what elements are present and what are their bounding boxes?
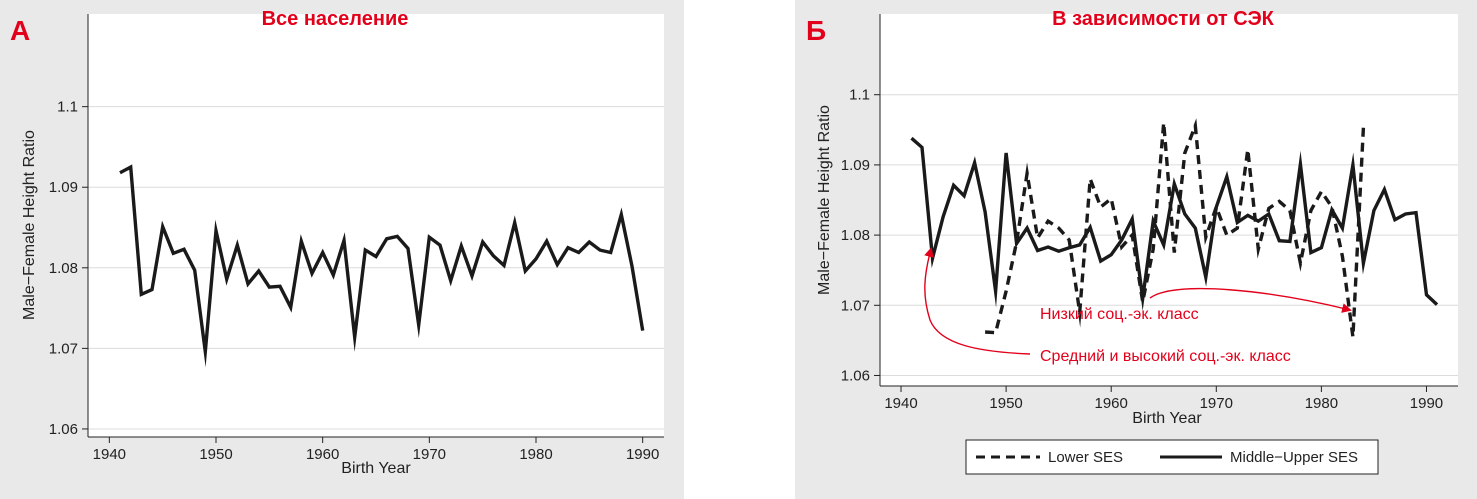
panel-b-x-ticks: 1940 1950 1960 1970 1980 1990 [884, 386, 1443, 412]
legend: Lower SES Middle−Upper SES [965, 439, 1379, 475]
x-tick-label: 1980 [519, 446, 552, 463]
x-tick-label: 1940 [884, 395, 917, 412]
panel-a-x-ticks: 1940 1950 1960 1970 1980 1990 [93, 437, 659, 463]
series-line-lower-ses [984, 118, 1366, 338]
panel-b-y-axis-label: Male−Female Height Ratio [816, 105, 833, 295]
panel-a-title: Все население [262, 8, 409, 30]
y-tick-label: 1.09 [841, 157, 870, 174]
panel-a-gridlines [88, 106, 664, 430]
y-tick-label: 1.08 [49, 260, 78, 277]
x-tick-label: 1960 [1095, 395, 1128, 412]
y-tick-label: 1.1 [57, 99, 78, 116]
annotation-arrow-lower-ses [1149, 287, 1352, 313]
panel-a-y-axis-label: Male−Female Height Ratio [21, 130, 38, 320]
panel-a-letter: А [10, 15, 30, 46]
series-line-all-population [119, 164, 645, 368]
x-tick-label: 1940 [93, 446, 126, 463]
y-tick-label: 1.09 [49, 179, 78, 196]
legend-label-lower-ses: Lower SES [1048, 449, 1123, 466]
y-tick-label: 1.07 [841, 297, 870, 314]
panel-b-letter: Б [806, 15, 826, 46]
y-tick-label: 1.1 [849, 87, 870, 104]
x-tick-label: 1990 [626, 446, 659, 463]
y-tick-label: 1.08 [841, 227, 870, 244]
panel-a-x-axis-label: Birth Year [341, 460, 411, 477]
x-tick-label: 1970 [1200, 395, 1233, 412]
x-tick-label: 1950 [199, 446, 232, 463]
panel-b-x-axis-label: Birth Year [1132, 410, 1202, 427]
y-tick-label: 1.06 [49, 421, 78, 438]
series-line-middle-upper-ses [910, 136, 1439, 312]
panel-b-plot-area [880, 14, 1458, 386]
panel-a-series [119, 164, 645, 368]
x-tick-label: 1980 [1305, 395, 1338, 412]
panel-a-plot-area [88, 14, 664, 437]
legend-label-middle-upper-ses: Middle−Upper SES [1230, 449, 1358, 466]
x-tick-label: 1990 [1410, 395, 1443, 412]
panel-b-series [910, 118, 1439, 338]
panel-b-y-ticks: 1.06 1.07 1.08 1.09 1.1 [841, 87, 880, 384]
y-tick-label: 1.07 [49, 340, 78, 357]
x-tick-label: 1960 [306, 446, 339, 463]
x-tick-label: 1970 [413, 446, 446, 463]
panel-b-title: В зависимости от СЭК [1052, 8, 1275, 30]
y-tick-label: 1.06 [841, 367, 870, 384]
x-tick-label: 1950 [989, 395, 1022, 412]
panel-a-y-ticks: 1.06 1.07 1.08 1.09 1.1 [49, 99, 88, 438]
annotation-lower-ses: Низкий соц.-эк. класс [1040, 306, 1199, 323]
annotation-middle-upper-ses: Средний и высокий соц.-эк. класс [1040, 348, 1291, 365]
annotation-arrow-middle-upper-ses [924, 247, 1031, 355]
